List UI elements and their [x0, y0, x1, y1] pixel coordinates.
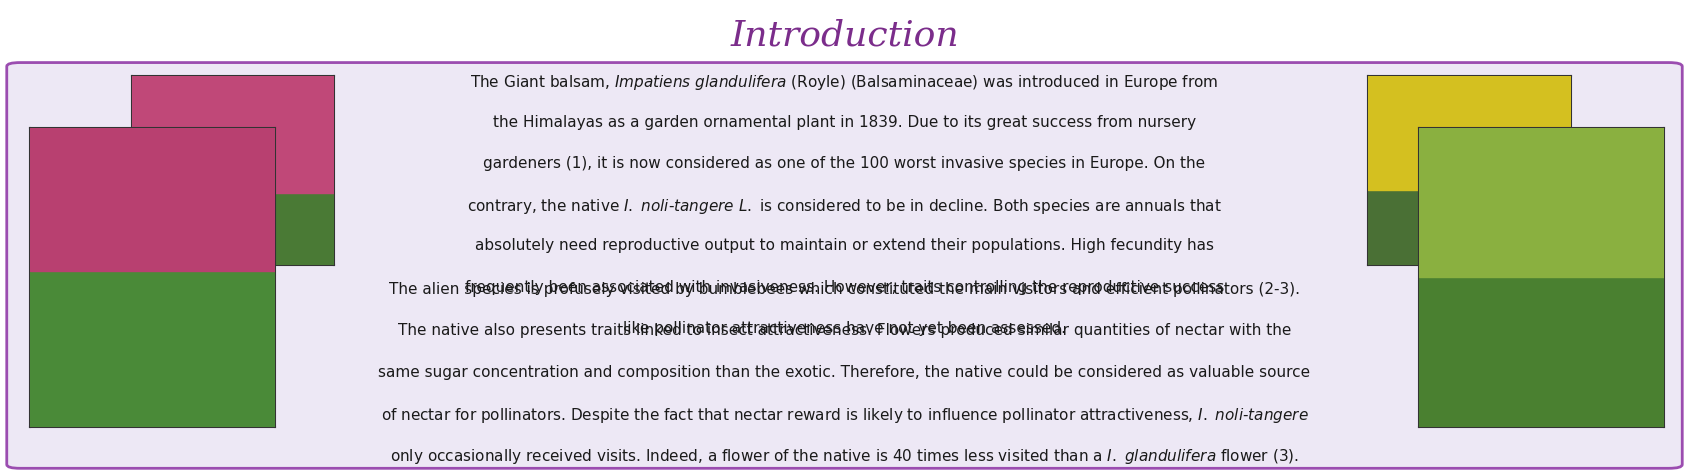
Text: like pollinator attractiveness have not yet been assessed.: like pollinator attractiveness have not …: [623, 321, 1066, 336]
Bar: [30, 271, 275, 427]
Text: The native also presents traits linked to insect attractiveness. Flowers produce: The native also presents traits linked t…: [399, 323, 1290, 338]
Bar: [1419, 128, 1664, 277]
Text: only occasionally received visits. Indeed, a flower of the native is 40 times le: only occasionally received visits. Indee…: [390, 447, 1299, 466]
Bar: [132, 76, 334, 193]
Text: the Himalayas as a garden ornamental plant in 1839. Due to its great success fro: the Himalayas as a garden ornamental pla…: [493, 115, 1196, 130]
Bar: [1368, 76, 1571, 190]
Text: of nectar for pollinators. Despite the fact that nectar reward is likely to infl: of nectar for pollinators. Despite the f…: [380, 406, 1309, 425]
Text: contrary, the native $\mathit{I.\ noli\text{-}tangere\ L.}$ is considered to be : contrary, the native $\mathit{I.\ noli\t…: [468, 197, 1221, 216]
Bar: [132, 193, 334, 265]
Text: The alien species is profusely visited by bumblebees which constituted the main : The alien species is profusely visited b…: [388, 282, 1301, 297]
Bar: [1419, 277, 1664, 427]
Bar: [30, 128, 275, 271]
Text: frequently been associated with invasiveness. However, traits controlling the re: frequently been associated with invasive…: [464, 280, 1225, 295]
Text: same sugar concentration and composition than the exotic. Therefore, the native : same sugar concentration and composition…: [378, 365, 1311, 380]
Text: Introduction: Introduction: [730, 19, 959, 53]
Text: absolutely need reproductive output to maintain or extend their populations. Hig: absolutely need reproductive output to m…: [475, 238, 1214, 254]
Text: gardeners (1), it is now considered as one of the 100 worst invasive species in : gardeners (1), it is now considered as o…: [483, 156, 1206, 171]
Text: The Giant balsam, $\mathit{Impatiens\ glandulifera}$ (Royle) (Balsaminaceae) was: The Giant balsam, $\mathit{Impatiens\ gl…: [470, 73, 1219, 92]
Bar: [1368, 190, 1571, 265]
